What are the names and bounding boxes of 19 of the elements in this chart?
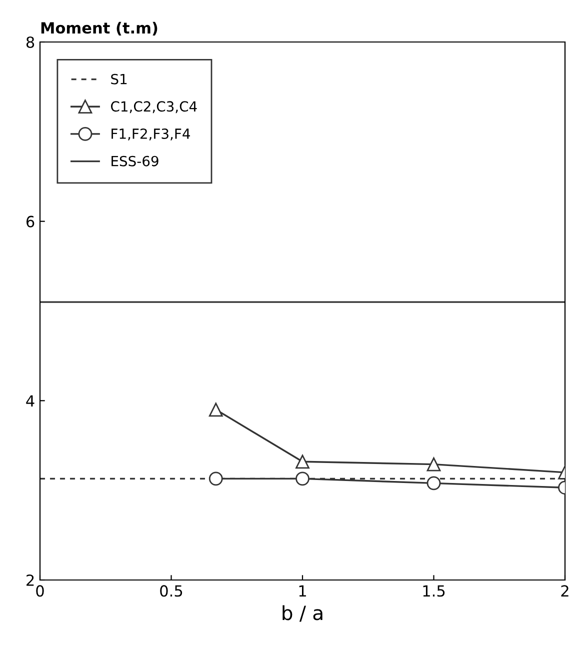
y-axis-title: Moment (t.m) xyxy=(41,22,158,36)
point xyxy=(296,454,310,469)
x-tick-label: 0 xyxy=(36,585,44,597)
point xyxy=(208,472,223,486)
x-tick-label: 1.5 xyxy=(423,585,445,597)
legend-label: C1,C2,C3,C4 xyxy=(111,101,197,114)
legend-label: ESS-69 xyxy=(112,156,158,166)
point xyxy=(208,402,223,417)
legend-label: S1 xyxy=(111,74,127,84)
y-tick-label: 6 xyxy=(26,216,34,228)
x-tick-label: 2 xyxy=(561,585,568,596)
y-tick-label: 2 xyxy=(26,574,34,586)
legend-label: F1,F2,F3,F4 xyxy=(112,128,190,140)
y-tick-label: 8 xyxy=(26,36,34,48)
x-axis-title: b / a xyxy=(282,605,322,622)
x-tick-label: 1 xyxy=(299,585,306,596)
y-tick-label: 4 xyxy=(26,395,34,406)
x-tick-label: 0.5 xyxy=(160,585,182,597)
point xyxy=(296,472,310,486)
